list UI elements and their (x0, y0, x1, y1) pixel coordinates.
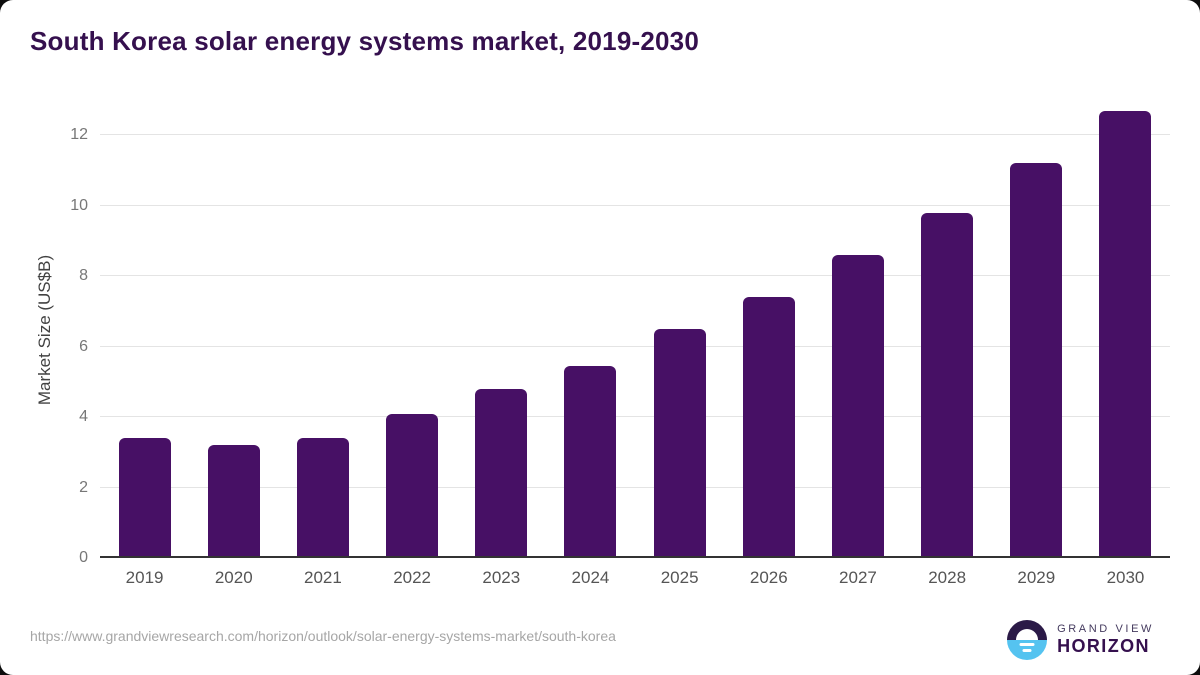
bar-2019 (118, 438, 171, 558)
bar-slot-2019 (100, 100, 189, 558)
y-tick-label-2: 2 (79, 478, 88, 496)
gridline-10 (100, 204, 1170, 206)
y-tick-label-12: 12 (70, 126, 88, 144)
bar-slot-2022 (368, 100, 457, 558)
sun-reflection-shape (1019, 643, 1035, 646)
bar-2025 (653, 329, 706, 558)
x-label-2027: 2027 (839, 568, 877, 587)
y-tick-label-8: 8 (79, 267, 88, 285)
y-ticks: 0 2 4 6 8 10 12 (30, 100, 88, 566)
bar-slot-2021 (278, 100, 367, 558)
logo-product-name: HORIZON (1057, 636, 1150, 656)
bar-slot-2020 (189, 100, 278, 558)
bar-2028 (921, 212, 974, 558)
gridline-4 (100, 416, 1170, 418)
bar-slot-2023 (457, 100, 546, 558)
x-label-2026: 2026 (749, 568, 788, 587)
bar-2022 (386, 413, 439, 558)
x-label-2025: 2025 (660, 568, 699, 587)
sun-reflection-shape (1022, 649, 1032, 652)
bar-slot-2028 (903, 100, 992, 558)
bar-slot-2030 (1081, 100, 1170, 558)
plot-area (100, 100, 1170, 558)
bar-slot-2025 (635, 100, 724, 558)
bar-slot-2027 (813, 100, 902, 558)
bar-2020 (207, 445, 260, 558)
gridline-12 (100, 134, 1170, 136)
logo-text: GRAND VIEW HORIZON (1057, 623, 1154, 657)
bar-slot-2029 (992, 100, 1081, 558)
x-label-2021: 2021 (304, 568, 342, 587)
x-label-2029: 2029 (1017, 568, 1056, 587)
gridline-8 (100, 275, 1170, 277)
bar-2027 (831, 255, 884, 558)
bars-row (100, 100, 1170, 558)
y-tick-label-10: 10 (70, 196, 88, 214)
x-label-2023: 2023 (482, 568, 521, 587)
x-labels-row: 2019 2020 2021 2022 2023 2024 2025 2026 2027 2028… (100, 568, 1170, 588)
y-tick-label-4: 4 (79, 408, 88, 426)
y-tick-label-6: 6 (79, 337, 88, 355)
source-url: https://www.grandviewresearch.com/horizo… (30, 628, 616, 644)
x-axis-line (100, 556, 1170, 558)
x-label-2019: 2019 (125, 568, 164, 587)
bar-2021 (296, 438, 349, 558)
x-label-2028: 2028 (928, 568, 967, 587)
gridline-6 (100, 345, 1170, 347)
chart-title: South Korea solar energy systems market,… (30, 26, 700, 56)
horizon-sun-icon (1007, 620, 1048, 660)
x-label-2020: 2020 (214, 568, 253, 587)
bar-2024 (564, 366, 617, 558)
y-tick-label-0: 0 (79, 549, 88, 566)
x-label-2024: 2024 (571, 568, 610, 587)
bar-slot-2026 (724, 100, 813, 558)
bar-2023 (475, 388, 528, 558)
grand-view-horizon-logo: GRAND VIEW HORIZON (1007, 620, 1154, 660)
gridlines (100, 100, 1170, 558)
sun-dome-shape (1016, 629, 1039, 640)
x-label-2022: 2022 (393, 568, 432, 587)
bar-slot-2024 (546, 100, 635, 558)
bar-2026 (742, 297, 795, 558)
bar-2029 (1010, 163, 1063, 558)
logo-brand-name: GRAND VIEW (1057, 623, 1154, 635)
bar-2030 (1099, 110, 1152, 558)
gridline-2 (100, 486, 1170, 488)
x-label-2030: 2030 (1106, 568, 1145, 587)
